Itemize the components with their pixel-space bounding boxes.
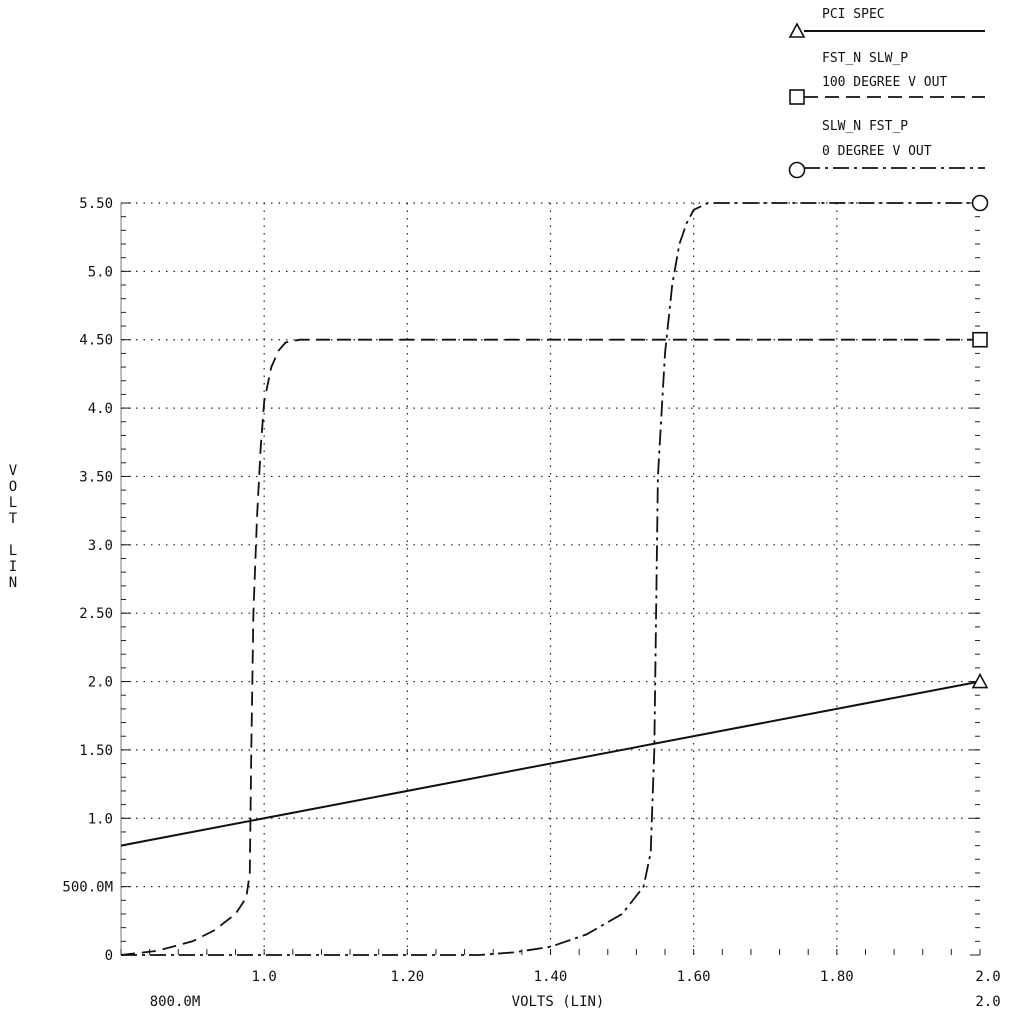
y-tick-label: 1.50 xyxy=(79,743,113,759)
x-range-min-label: 800.0M xyxy=(150,994,201,1010)
x-tick-label: 1.80 xyxy=(820,969,854,985)
x-tick-label: 2.0 xyxy=(975,969,1000,985)
y-axis-label-char: L xyxy=(9,543,17,559)
x-axis-label: VOLTS (LIN) xyxy=(512,994,605,1010)
y-tick-label: 2.0 xyxy=(88,675,113,691)
y-axis-label-char: L xyxy=(9,495,17,511)
legend-marker-1 xyxy=(790,90,804,104)
x-tick-label: 1.60 xyxy=(677,969,711,985)
y-axis-label-char: N xyxy=(9,575,17,591)
legend-label-1: FST_N SLW_P xyxy=(822,51,908,66)
y-axis-label-char: T xyxy=(9,511,18,527)
x-tick-label: 1.20 xyxy=(390,969,424,985)
legend-label-2: 0 DEGREE V OUT xyxy=(822,144,932,159)
y-tick-label: 5.0 xyxy=(88,264,113,280)
y-tick-label: 0 xyxy=(105,948,113,964)
series-end-markers xyxy=(973,196,988,688)
tick-labels: 0 500.0M 1.0 1.50 2.0 2.50 3.0 3.50 4.0 4.50 5.0 5.… xyxy=(9,196,1001,1010)
y-tick-label: 1.0 xyxy=(88,811,113,827)
series-end-marker-2 xyxy=(973,196,988,211)
y-tick-label: 3.50 xyxy=(79,469,113,485)
x-tick-label: 1.40 xyxy=(534,969,568,985)
series-end-marker-1 xyxy=(973,333,987,347)
legend-marker-0 xyxy=(790,24,804,37)
x-range-max-label: 2.0 xyxy=(975,994,1000,1010)
y-tick-label: 4.50 xyxy=(79,333,113,349)
x-tick-label: 1.0 xyxy=(252,969,277,985)
y-axis-label-char: I xyxy=(9,559,17,575)
y-axis-label-char: O xyxy=(9,479,17,495)
series-line-1 xyxy=(121,340,980,955)
y-axis-label-char: V xyxy=(9,463,18,479)
y-tick-label: 3.0 xyxy=(88,538,113,554)
y-tick-label: 2.50 xyxy=(79,606,113,622)
y-tick-label: 500.0M xyxy=(62,880,113,896)
legend-marker-2 xyxy=(790,163,805,178)
legend-label-1: 100 DEGREE V OUT xyxy=(822,75,947,90)
y-tick-label: 4.0 xyxy=(88,401,113,417)
legend-label-2: SLW_N FST_P xyxy=(822,119,908,134)
y-tick-label: 5.50 xyxy=(79,196,113,212)
legend-label-0: PCI SPEC xyxy=(822,7,885,22)
legend: PCI SPEC FST_N SLW_P 100 DEGREE V OUT SLW_N… xyxy=(790,7,986,178)
